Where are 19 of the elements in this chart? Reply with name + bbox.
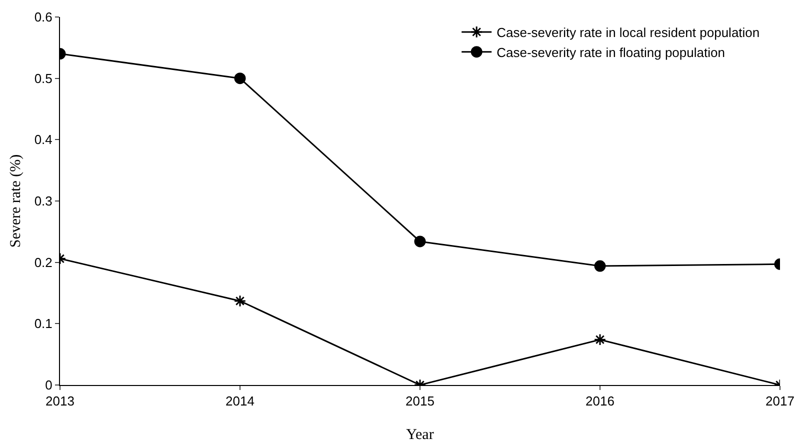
y-axis-title: Severe rate (%) [8, 154, 24, 248]
y-tick-label: 0.2 [34, 254, 52, 270]
x-tick-label: 2016 [586, 394, 614, 409]
x-axis-title: Year [406, 427, 434, 443]
point [414, 236, 426, 248]
y-tick-label: 0.5 [34, 70, 52, 86]
x-tick-label: 2017 [766, 394, 794, 409]
y-tick-label: 0.1 [34, 316, 52, 332]
legend-label: Case-severity rate in floating population [496, 44, 725, 60]
y-tick-label: 0.4 [34, 132, 52, 148]
y-tick-label: 0.3 [34, 194, 52, 209]
point [594, 333, 606, 346]
legend-label: Case-severity rate in local resident population [496, 25, 760, 40]
x-tick-label: 2013 [46, 394, 74, 409]
x-tick-label: 2015 [406, 394, 434, 409]
x-tick-label: 2014 [226, 394, 254, 409]
y-tick-label: 0.6 [34, 10, 52, 25]
point [594, 260, 606, 272]
y-tick-label: 0 [45, 378, 52, 393]
